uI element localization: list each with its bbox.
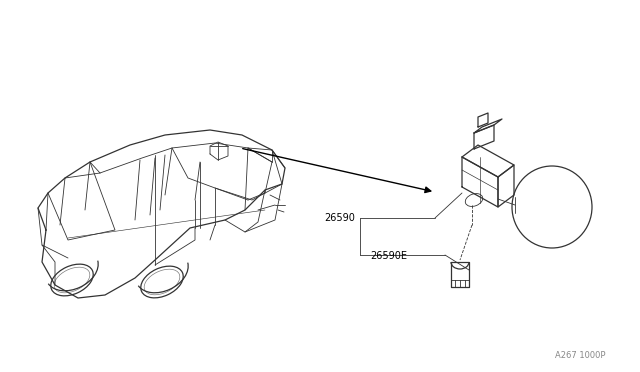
Text: 26590E: 26590E [370,251,407,261]
Text: A267 1000P: A267 1000P [555,350,605,359]
Text: 26590: 26590 [324,213,355,223]
